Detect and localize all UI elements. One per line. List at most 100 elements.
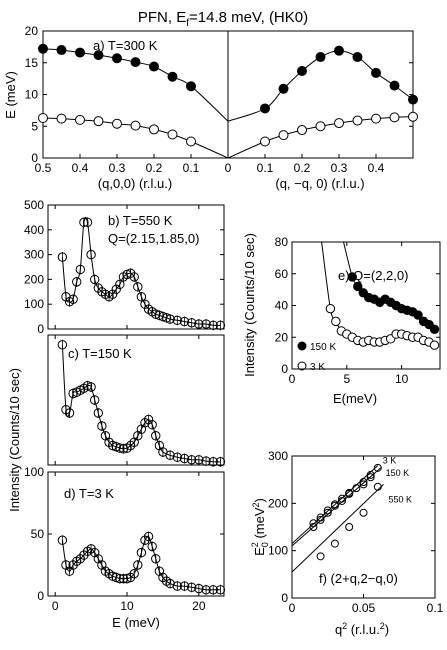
panel-f-data-point — [359, 480, 368, 489]
panel-d-ytick-label: 100 — [24, 465, 44, 479]
panel-a-filled-point — [408, 94, 418, 105]
panel-e-annotation: e) Q=(2,2,0) — [338, 268, 408, 283]
panel-a-open-point — [167, 129, 178, 140]
panel-b-data-point — [194, 319, 204, 329]
panel-e-ytick-label: 0 — [281, 362, 288, 376]
panel-d-ytick-label: 50 — [31, 527, 45, 541]
panel-a-ytick-label: 20 — [25, 24, 39, 38]
panel-a-curve-right — [227, 50, 414, 122]
panel-c-data-point — [151, 431, 161, 441]
panel-f-fit-line — [291, 484, 384, 573]
panel-d-data-point — [136, 547, 147, 558]
panel-d-annotation: d) T=3 K — [64, 486, 114, 501]
panel-b-data-point — [136, 292, 147, 302]
panel-f-data-point — [316, 552, 325, 561]
panel-d-data-point — [143, 531, 154, 542]
panel-d-data-point — [151, 554, 161, 564]
panel-d-data-point — [186, 582, 197, 593]
panel-f-xtick-label: 0.1 — [427, 601, 444, 615]
panel-a-annotation: a) T=300 K — [93, 38, 158, 53]
panel-b-data-point — [79, 217, 89, 228]
legend-label-3k: 3 K — [310, 362, 325, 373]
panel-a-open-point — [260, 136, 270, 147]
panel-b-data-point — [72, 277, 82, 287]
panel-d: 0 50 100 0 10 20 d) T=3 K E (meV) — [24, 465, 226, 630]
panel-a-filled-point — [75, 47, 85, 58]
panel-a-xtick-label: 0.1 — [183, 161, 200, 175]
panel-a-open-point — [297, 125, 307, 136]
panel-f-data-point — [316, 513, 325, 522]
panel-e-open-point — [331, 316, 341, 327]
panel-b-data-point — [89, 274, 100, 285]
panel-a-curve-right — [227, 116, 414, 159]
panel-f-data-point — [359, 508, 368, 517]
panel-c-data-point — [140, 418, 150, 428]
legend-label-150k: 150 K — [310, 342, 336, 353]
panel-e-xtick-label: 5 — [343, 372, 350, 386]
panel-d-ytick-label: 0 — [37, 589, 44, 603]
panel-a-ylabel: E (meV) — [3, 71, 18, 119]
panel-d-data-point — [179, 581, 190, 591]
panel-b-data-point — [201, 319, 211, 329]
panel-a-xtick-label: 0.1 — [257, 161, 274, 175]
panel-f-fit-line — [291, 467, 381, 547]
panel-a-filled-point — [149, 61, 159, 72]
panel-a-filled-point — [186, 81, 196, 92]
panel-b-data-point — [107, 289, 118, 299]
panel-a-filled-point — [297, 66, 307, 77]
panel-f-data-point — [373, 482, 382, 491]
panel-a-filled-point — [56, 45, 67, 56]
panel-a-open-point — [352, 115, 363, 126]
panel-e-xlabel: E(meV) — [333, 391, 377, 406]
panel-b-data-point — [115, 279, 125, 290]
panel-f-xlabel: q2 (r.l.u.2) — [335, 621, 389, 637]
panel-a-xtick-label: 0.2 — [146, 161, 163, 175]
panel-a-open-point — [408, 111, 418, 122]
panel-b-annotation: b) T=550 K — [108, 213, 173, 228]
panel-d-data-point — [172, 581, 183, 591]
panel-c-data-point — [86, 382, 96, 392]
panel-f-xtick-label: 0.05 — [352, 601, 376, 615]
panel-b-frame — [47, 204, 225, 330]
panel-c-data-point — [186, 455, 197, 465]
panel-f-data-point — [309, 519, 318, 528]
panel-f-data-point — [338, 496, 347, 505]
legend-marker-3k — [297, 361, 307, 371]
panel-f-data-point — [338, 494, 347, 503]
panel-c-data-point — [115, 443, 125, 453]
panel-f-ylabel: E02 (meV2) — [250, 498, 270, 556]
panel-a-filled-point — [112, 53, 122, 64]
panel-b-ytick-label: 200 — [24, 272, 44, 286]
panel-f-data-point — [323, 506, 332, 515]
panel-d-xtick-label: 20 — [192, 599, 206, 613]
panel-b-data-point — [133, 282, 143, 292]
panel-c-data-point — [89, 395, 100, 405]
panel-c-data-point — [201, 456, 211, 466]
panel-a-filled-point — [334, 45, 344, 56]
panel-b-ytick-label: 500 — [24, 198, 44, 212]
panel-b-data-point — [140, 299, 150, 309]
panel-b-data-point — [82, 217, 93, 228]
panel-e-ytick-label: 20 — [275, 330, 289, 344]
panel-c-fit-curve — [61, 344, 221, 463]
panel-a-xtick-label: 0.5 — [35, 161, 52, 175]
panel-c-data-point — [147, 420, 157, 430]
panel-b-data-point — [172, 315, 183, 326]
panel-e-filled-point — [413, 310, 423, 320]
panel-e-ytick-label: 80 — [275, 235, 289, 249]
panel-c-data-point — [61, 405, 71, 415]
panel-c-data-point — [194, 455, 204, 465]
panel-f-line-label: 3 K — [383, 455, 397, 465]
panel-b-data-point — [57, 252, 68, 262]
panel-a-open-point — [38, 112, 48, 123]
panel-c-annotation: c) T=150 K — [68, 346, 132, 361]
panel-b-ytick-label: 0 — [37, 322, 44, 336]
panel-c-data-point — [172, 452, 183, 462]
panel-b-annotation2: Q=(2.15,1.85,0) — [108, 231, 199, 246]
panel-f-line-label: 550 K — [389, 494, 413, 504]
panel-a-curve-left — [42, 117, 229, 159]
panel-b-ytick-label: 300 — [24, 248, 44, 262]
panel-e-ytick-label: 40 — [275, 299, 289, 313]
panel-e-filled-point — [353, 281, 363, 292]
panel-f-data-point — [330, 539, 339, 548]
